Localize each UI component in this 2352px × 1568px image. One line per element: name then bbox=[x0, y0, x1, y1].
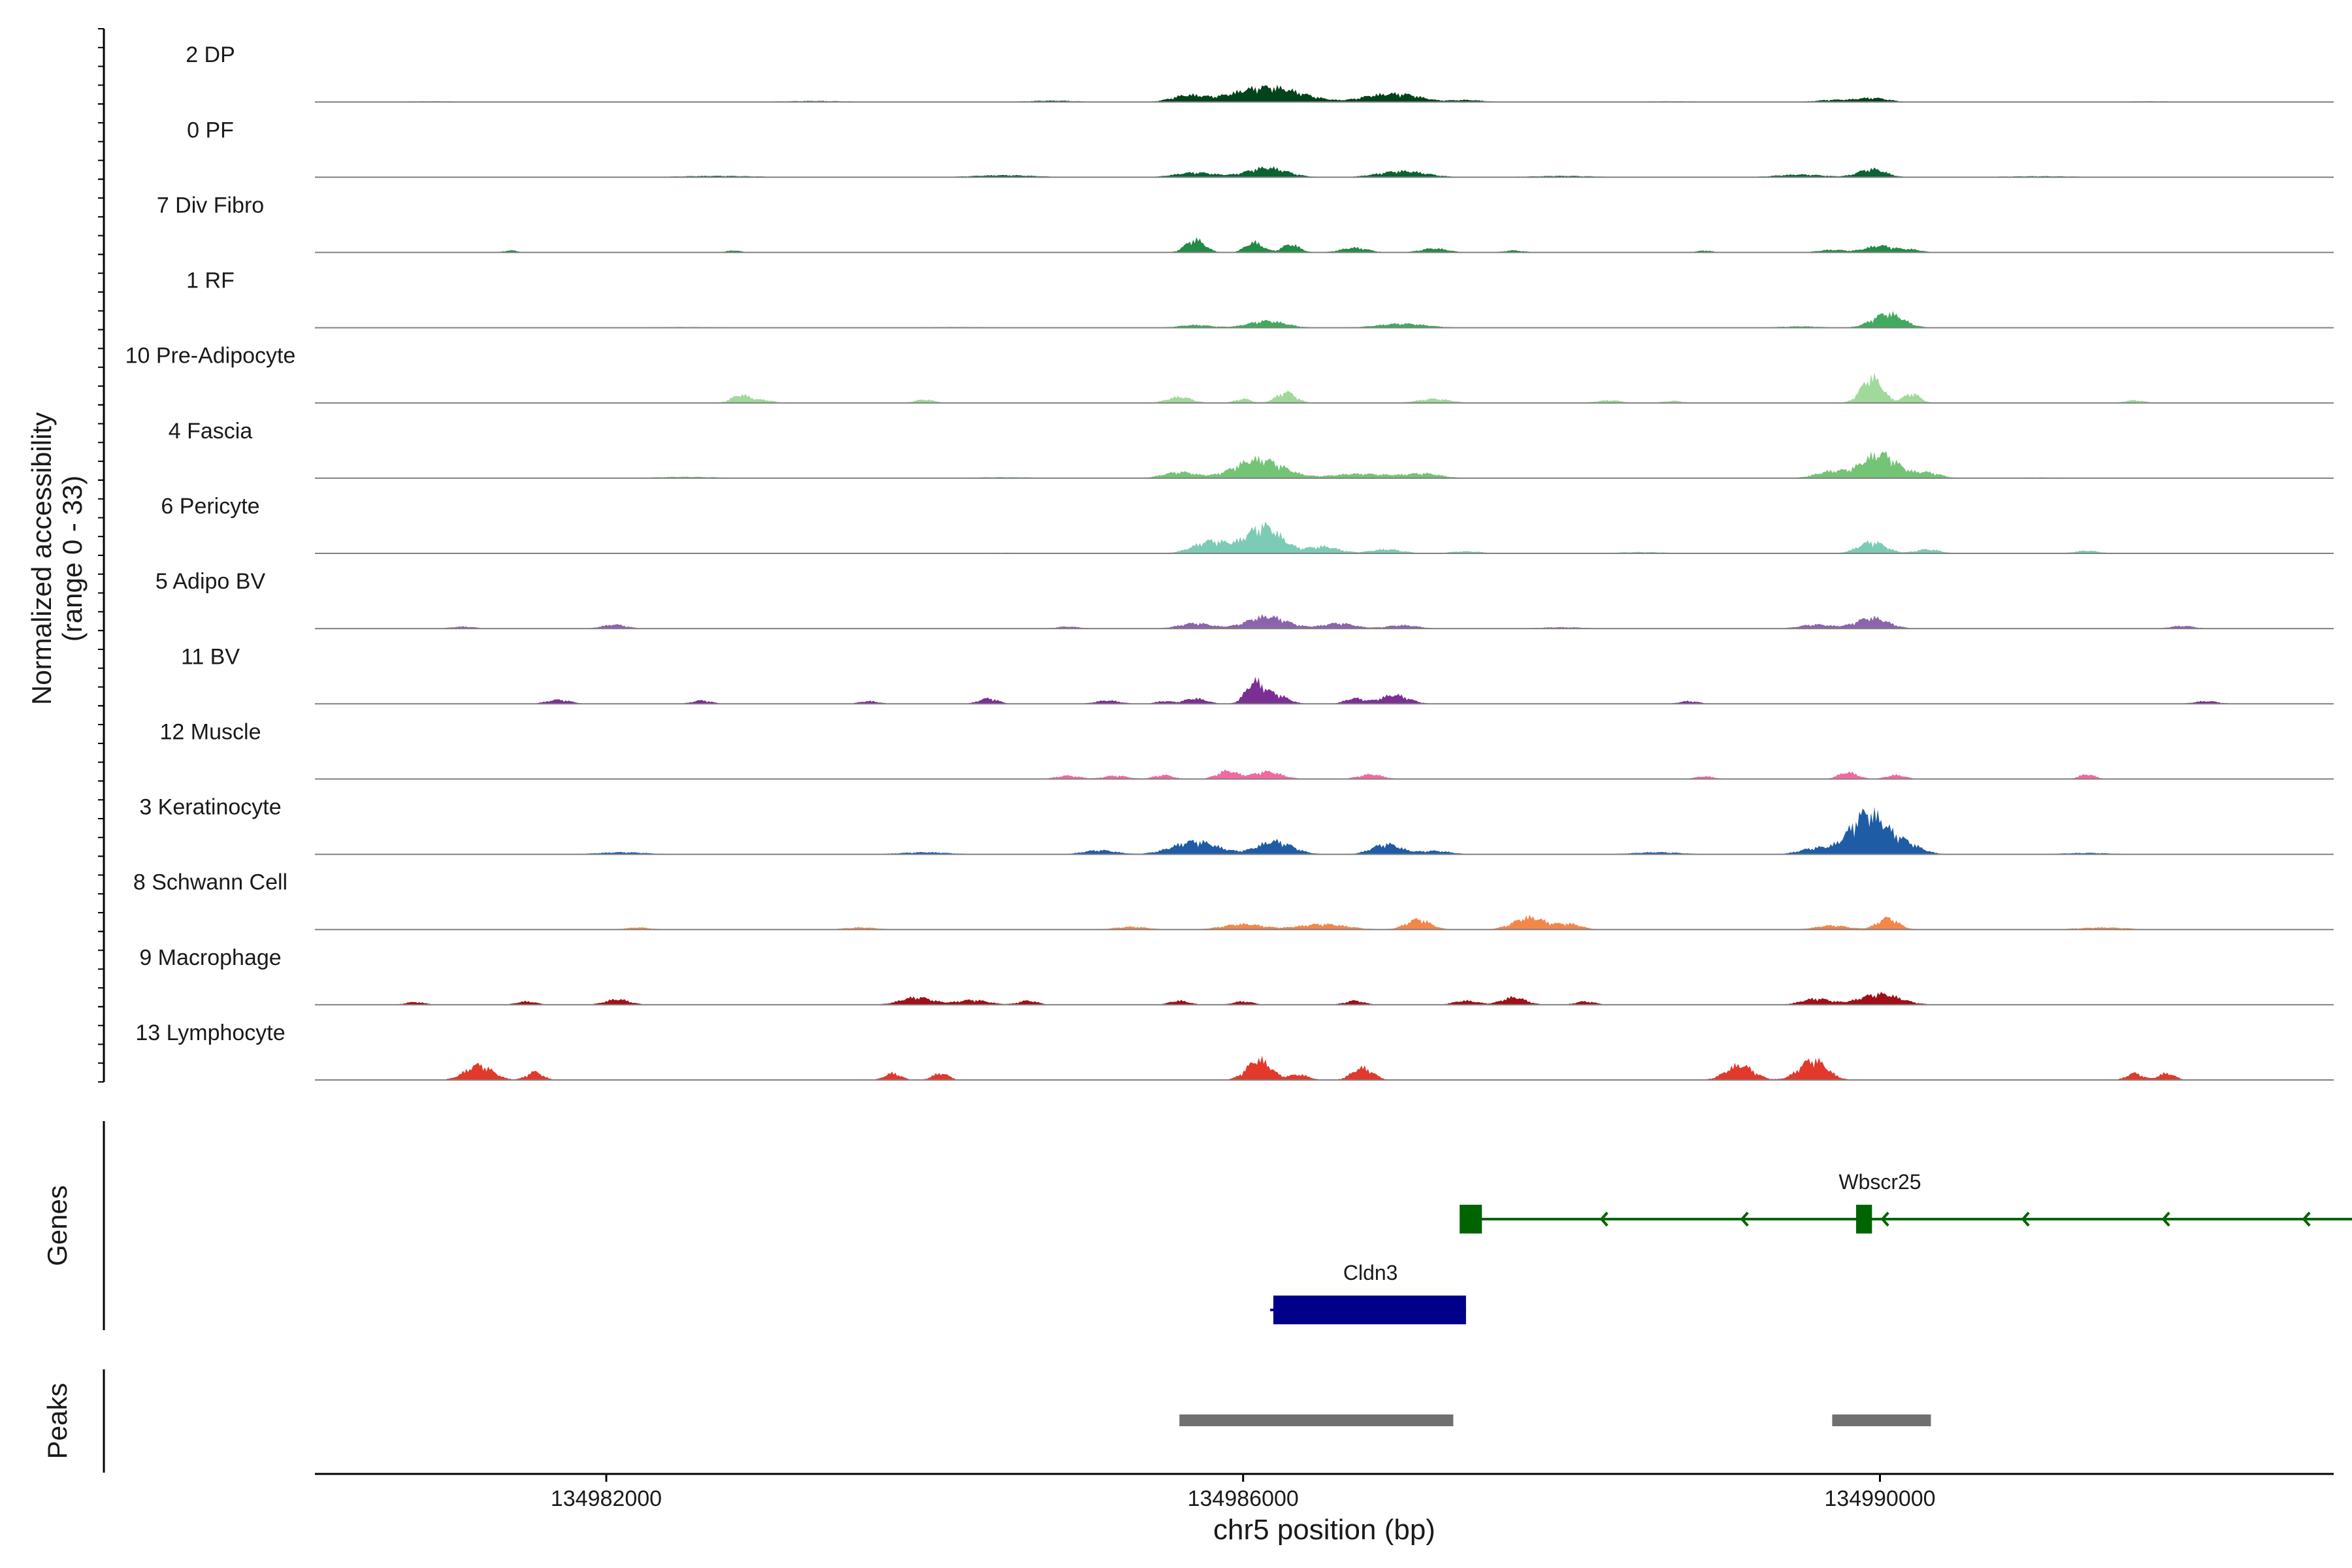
track-5-adipo-bv: 5 Adipo BV bbox=[155, 569, 2334, 630]
x-tick-label: 134982000 bbox=[551, 1486, 662, 1511]
coverage-area bbox=[315, 451, 2334, 478]
x-tick-label: 134990000 bbox=[1824, 1486, 1935, 1511]
track-label: 11 BV bbox=[181, 644, 240, 669]
coverage-tracks: 2 DP 0 PF 7 Div Fibro 1 RF 10 Pre-Adipocyte 4… bbox=[125, 42, 2334, 1081]
gene-exon bbox=[1460, 1205, 1482, 1233]
strand-arrow bbox=[2302, 1211, 2311, 1227]
strand-arrow bbox=[1740, 1211, 1749, 1227]
coverage-area bbox=[315, 166, 2334, 178]
track-11-bv: 11 BV bbox=[181, 644, 2334, 705]
track-3-keratinocyte: 3 Keratinocyte bbox=[139, 795, 2334, 855]
gene-exon bbox=[1855, 1205, 1872, 1233]
coverage-area bbox=[315, 311, 2334, 328]
track-label: 0 PF bbox=[187, 118, 234, 142]
peaks-panel-label: Peaks bbox=[42, 1383, 73, 1460]
track-8-schwann-cell: 8 Schwann Cell bbox=[133, 870, 2334, 930]
coverage-area bbox=[315, 1055, 2334, 1080]
strand-arrow bbox=[1599, 1211, 1609, 1227]
gene-annotation-track: Wbscr25 Cldn3 bbox=[1270, 1170, 2352, 1324]
coverage-area bbox=[315, 521, 2334, 553]
track-13-lymphocyte: 13 Lymphocyte bbox=[135, 1021, 2334, 1081]
track-12-muscle: 12 Muscle bbox=[160, 719, 2334, 780]
track-label: 8 Schwann Cell bbox=[133, 870, 287, 895]
track-label: 12 Muscle bbox=[160, 719, 261, 744]
coverage-area bbox=[315, 372, 2334, 403]
peak-region bbox=[1179, 1414, 1454, 1426]
genes-panel-label: Genes bbox=[42, 1185, 73, 1266]
track-label: 5 Adipo BV bbox=[155, 569, 266, 594]
track-9-macrophage: 9 Macrophage bbox=[139, 945, 2334, 1005]
coverage-area bbox=[315, 769, 2334, 779]
track-6-pericyte: 6 Pericyte bbox=[161, 494, 2334, 554]
coverage-area bbox=[315, 237, 2334, 253]
strand-arrow bbox=[2021, 1211, 2030, 1227]
gene-label: Cldn3 bbox=[1343, 1261, 1398, 1284]
coverage-area bbox=[315, 677, 2334, 704]
peak-region bbox=[1832, 1414, 1931, 1426]
x-axis-ticks: 134982000 134986000 134990000 bbox=[551, 1474, 1936, 1511]
coverage-area bbox=[315, 613, 2334, 629]
gene-exon bbox=[1273, 1296, 1466, 1324]
track-label: 4 Fascia bbox=[169, 419, 253, 444]
y-axis-ticks bbox=[98, 28, 104, 1083]
track-label: 10 Pre-Adipocyte bbox=[125, 344, 296, 368]
track-0-pf: 0 PF bbox=[187, 118, 2334, 178]
gene-cldn3: Cldn3 bbox=[1270, 1261, 1466, 1324]
track-7-div-fibro: 7 Div Fibro bbox=[157, 193, 2334, 253]
track-label: 1 RF bbox=[186, 269, 235, 293]
strand-arrow bbox=[2161, 1211, 2170, 1227]
track-10-pre-adipocyte: 10 Pre-Adipocyte bbox=[125, 344, 2334, 404]
coverage-area bbox=[315, 84, 2334, 103]
gene-label: Wbscr25 bbox=[1838, 1170, 1921, 1194]
coverage-area bbox=[315, 991, 2334, 1005]
track-1-rf: 1 RF bbox=[186, 269, 2334, 329]
coverage-area bbox=[315, 914, 2334, 930]
peak-regions-track bbox=[1179, 1414, 1931, 1426]
track-label: 7 Div Fibro bbox=[157, 193, 264, 218]
strand-arrow bbox=[1880, 1211, 1889, 1227]
gene-wbscr25: Wbscr25 bbox=[1460, 1170, 2352, 1233]
track-label: 2 DP bbox=[186, 42, 235, 67]
track-4-fascia: 4 Fascia bbox=[169, 419, 2334, 479]
y-axis-title-line2: (range 0 - 33) bbox=[57, 476, 88, 642]
track-label: 3 Keratinocyte bbox=[139, 795, 281, 820]
coverage-area bbox=[315, 806, 2334, 855]
track-label: 6 Pericyte bbox=[161, 494, 259, 519]
track-label: 9 Macrophage bbox=[139, 945, 281, 970]
x-axis-title: chr5 position (bp) bbox=[1213, 1514, 1435, 1546]
x-tick-label: 134986000 bbox=[1188, 1486, 1299, 1511]
track-2-dp: 2 DP bbox=[186, 42, 2334, 103]
y-axis-title-line1: Normalized accessibility bbox=[26, 412, 57, 705]
track-label: 13 Lymphocyte bbox=[135, 1021, 285, 1045]
